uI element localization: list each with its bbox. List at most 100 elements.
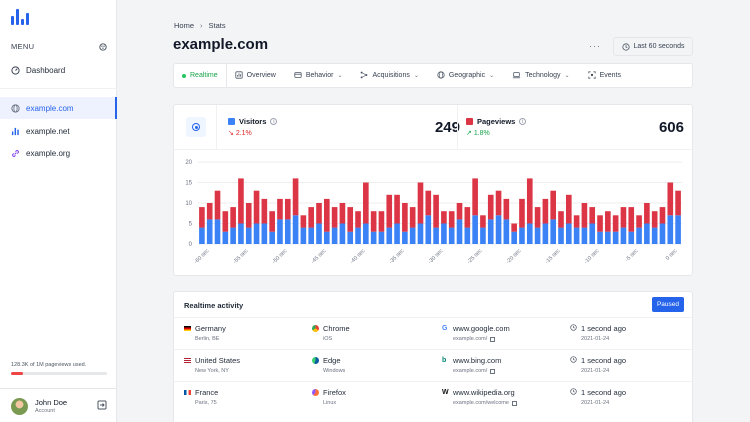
visitors-bar bbox=[417, 223, 424, 244]
visitors-bar bbox=[644, 223, 650, 244]
pageviews-bar bbox=[659, 207, 666, 224]
visitors-bar bbox=[238, 223, 244, 244]
breadcrumb-home[interactable]: Home bbox=[174, 21, 195, 30]
trend-down-icon: ↘ bbox=[228, 130, 234, 137]
behavior-icon bbox=[294, 71, 302, 81]
pageviews-bar bbox=[425, 190, 432, 216]
pageviews-bar bbox=[441, 211, 447, 224]
time-cell: 1 second ago 2021-01-24 bbox=[570, 324, 626, 342]
referrer-name[interactable]: www.wikipedia.org bbox=[453, 388, 515, 397]
visitors-bar bbox=[589, 223, 596, 244]
chevron-down-icon: ⌄ bbox=[337, 73, 343, 79]
visitors-bar bbox=[573, 227, 580, 244]
visitors-bar bbox=[550, 219, 557, 244]
city-name: Paris, 75 bbox=[195, 400, 217, 406]
x-tick-label: -40 sec bbox=[349, 248, 366, 265]
pageviews-bar bbox=[542, 198, 549, 224]
x-tick-label: -25 sec bbox=[466, 248, 483, 265]
os-name: iOS bbox=[323, 336, 333, 342]
time-range-button[interactable]: Last 60 seconds bbox=[613, 37, 693, 56]
time-cell: 1 second ago 2021-01-24 bbox=[570, 388, 626, 406]
referrer-path: example.com/ bbox=[453, 368, 488, 374]
usage-text: 128.3K of 1M pageviews used. bbox=[11, 362, 87, 368]
location-cell: Germany Berlin, BE bbox=[184, 324, 226, 342]
live-target-icon bbox=[186, 117, 206, 137]
tab-behavior[interactable]: Behavior ⌄ bbox=[276, 64, 343, 87]
pageviews-bar bbox=[675, 190, 681, 216]
time-cell: 1 second ago 2021-01-24 bbox=[570, 356, 626, 374]
tab-technology[interactable]: Technology ⌄ bbox=[494, 64, 570, 87]
paused-button[interactable]: Paused bbox=[652, 297, 684, 312]
x-tick-label: -10 sec bbox=[583, 248, 600, 265]
main-content: Home › Stats example.com ··· Last 60 sec… bbox=[117, 0, 750, 422]
visitors-value: 249 bbox=[434, 119, 460, 136]
visitors-bar bbox=[222, 231, 229, 244]
visitors-bar bbox=[675, 215, 681, 244]
x-tick-label: -20 sec bbox=[505, 248, 522, 265]
realtime-chart: 0 5 10 15 20 -60 sec -55 sec -50 sec -45 sec -40 … bbox=[185, 160, 682, 265]
visitors-bar bbox=[300, 227, 307, 244]
pageviews-bar bbox=[519, 198, 525, 228]
city-name: New York, NY bbox=[195, 368, 229, 374]
pageviews-metric-label[interactable]: Pageviews i bbox=[466, 117, 527, 126]
logo-icon[interactable] bbox=[11, 9, 31, 25]
avatar[interactable] bbox=[11, 398, 28, 415]
pageviews-bar bbox=[214, 190, 221, 220]
info-icon[interactable]: i bbox=[519, 118, 527, 125]
referrer-name[interactable]: www.google.com bbox=[453, 324, 510, 333]
bing-icon: b bbox=[442, 357, 447, 364]
pageviews-bar bbox=[316, 203, 322, 224]
theme-toggle-icon[interactable] bbox=[99, 42, 107, 51]
time-range-label: Last 60 seconds bbox=[633, 43, 685, 50]
referrer-name[interactable]: www.bing.com bbox=[453, 356, 502, 365]
visitors-bar bbox=[487, 219, 494, 244]
breadcrumb-current: Stats bbox=[208, 21, 226, 30]
x-tick-label: -50 sec bbox=[271, 248, 288, 265]
sidebar-divider bbox=[0, 88, 117, 89]
events-icon bbox=[587, 70, 596, 81]
visitors-bar bbox=[269, 231, 275, 244]
info-icon[interactable]: i bbox=[270, 118, 278, 125]
tab-realtime[interactable]: Realtime bbox=[174, 64, 218, 87]
more-options-button[interactable]: ··· bbox=[589, 41, 601, 51]
visitors-bar bbox=[667, 215, 674, 244]
realtime-activity-title: Realtime activity bbox=[184, 301, 244, 310]
tab-acquisitions[interactable]: Acquisitions ⌄ bbox=[342, 64, 419, 87]
visitors-bar bbox=[245, 227, 252, 244]
external-link-icon[interactable] bbox=[511, 400, 517, 406]
google-icon: G bbox=[442, 325, 448, 332]
pageviews-bar bbox=[472, 178, 478, 216]
sidebar-item-example-org[interactable]: example.org bbox=[0, 142, 117, 164]
clock-icon bbox=[570, 388, 577, 397]
menu-label: MENU bbox=[11, 42, 35, 51]
visitors-bar bbox=[651, 227, 658, 244]
pageviews-bar bbox=[573, 215, 580, 228]
acquisitions-icon bbox=[360, 71, 368, 81]
x-tick-label: -55 sec bbox=[232, 248, 249, 265]
city-name: Berlin, BE bbox=[195, 336, 220, 342]
chrome-icon bbox=[312, 325, 319, 332]
visitors-delta: ↘ 2.1% bbox=[228, 129, 252, 137]
visitors-metric-label[interactable]: Visitors i bbox=[228, 117, 278, 126]
logout-icon[interactable] bbox=[97, 400, 107, 410]
divider bbox=[216, 105, 217, 150]
firefox-icon bbox=[312, 389, 319, 396]
external-link-icon[interactable] bbox=[490, 336, 496, 342]
tab-events[interactable]: Events bbox=[570, 64, 621, 87]
tab-overview[interactable]: Overview bbox=[227, 64, 276, 87]
browser-name: Firefox bbox=[323, 388, 346, 397]
tab-label: Behavior bbox=[305, 72, 334, 79]
sidebar-item-example-com[interactable]: example.com bbox=[0, 97, 117, 119]
x-tick-label: -35 sec bbox=[388, 248, 405, 265]
dashboard-icon bbox=[11, 65, 20, 75]
referrer-path: example.com/welcome bbox=[453, 400, 509, 406]
tab-geographic[interactable]: Geographic ⌄ bbox=[419, 64, 494, 87]
user-account[interactable]: John Doe Account bbox=[0, 388, 117, 422]
sidebar-item-example-net[interactable]: example.net bbox=[0, 120, 117, 142]
visitors-bar bbox=[659, 223, 666, 244]
pageviews-delta: ↗ 1.8% bbox=[466, 129, 490, 137]
sidebar-item-dashboard[interactable]: Dashboard bbox=[0, 59, 117, 81]
external-link-icon[interactable] bbox=[490, 368, 496, 374]
